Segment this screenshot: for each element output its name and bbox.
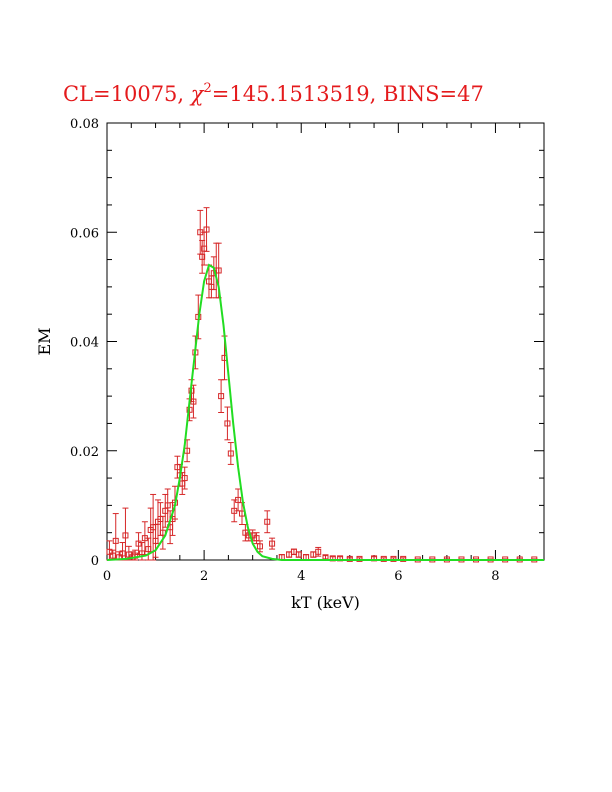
data-point — [119, 542, 126, 561]
data-marker — [224, 420, 231, 427]
data-marker — [253, 535, 260, 542]
data-marker — [295, 551, 302, 558]
data-point — [135, 532, 142, 556]
plot-frame — [106, 122, 545, 561]
data-point — [256, 540, 263, 553]
y-axis-label: EM — [35, 327, 54, 355]
chart-title: CL=10075, χ2=145.1513519, BINS=47 — [63, 81, 484, 106]
data-marker — [256, 543, 263, 550]
data-point — [218, 379, 225, 414]
data-point — [109, 549, 116, 561]
data-marker — [218, 393, 225, 400]
data-marker — [112, 537, 119, 544]
data-marker — [106, 548, 113, 555]
x-tick-label: 8 — [491, 569, 499, 584]
data-point — [269, 537, 276, 550]
fit-curve — [106, 263, 544, 561]
y-tick-label: 0.04 — [70, 336, 99, 351]
x-tick-label: 6 — [394, 569, 402, 584]
x-tick-label: 0 — [103, 569, 111, 584]
data-marker — [203, 226, 210, 233]
data-marker — [315, 548, 322, 555]
y-tick-label: 0.08 — [70, 117, 99, 132]
data-point — [181, 466, 188, 490]
data-point — [253, 532, 260, 545]
data-point — [264, 510, 271, 534]
data-point — [203, 207, 210, 252]
data-markers — [106, 207, 538, 563]
y-tick-label: 0 — [91, 554, 99, 569]
data-marker — [269, 540, 276, 547]
data-point — [159, 515, 166, 550]
data-marker — [215, 267, 222, 274]
data-marker — [199, 253, 206, 260]
y-tick-label: 0.02 — [70, 445, 99, 460]
data-marker — [227, 450, 234, 457]
data-point — [122, 507, 129, 561]
data-marker — [380, 555, 387, 562]
x-axis-label: kT (keV) — [291, 593, 360, 612]
x-tick-label: 2 — [200, 569, 208, 584]
data-point — [235, 488, 242, 512]
y-tick-label: 0.06 — [70, 226, 99, 241]
data-marker — [135, 540, 142, 547]
x-tick-label: 4 — [297, 569, 305, 584]
data-marker — [356, 555, 363, 562]
data-point — [190, 384, 197, 419]
data-marker — [164, 502, 171, 509]
data-marker — [122, 532, 129, 539]
data-point — [295, 551, 302, 558]
data-marker — [235, 496, 242, 503]
axes: 0 2 4 6 8 0 0.02 0.04 0.06 0.08 — [70, 117, 545, 584]
data-marker — [181, 475, 188, 482]
data-marker — [390, 555, 397, 562]
data-point — [227, 442, 234, 465]
data-point — [224, 406, 231, 441]
data-marker — [264, 518, 271, 525]
data-marker — [400, 555, 407, 562]
data-marker — [346, 555, 353, 562]
data-point — [315, 546, 322, 557]
data-marker — [190, 398, 197, 405]
